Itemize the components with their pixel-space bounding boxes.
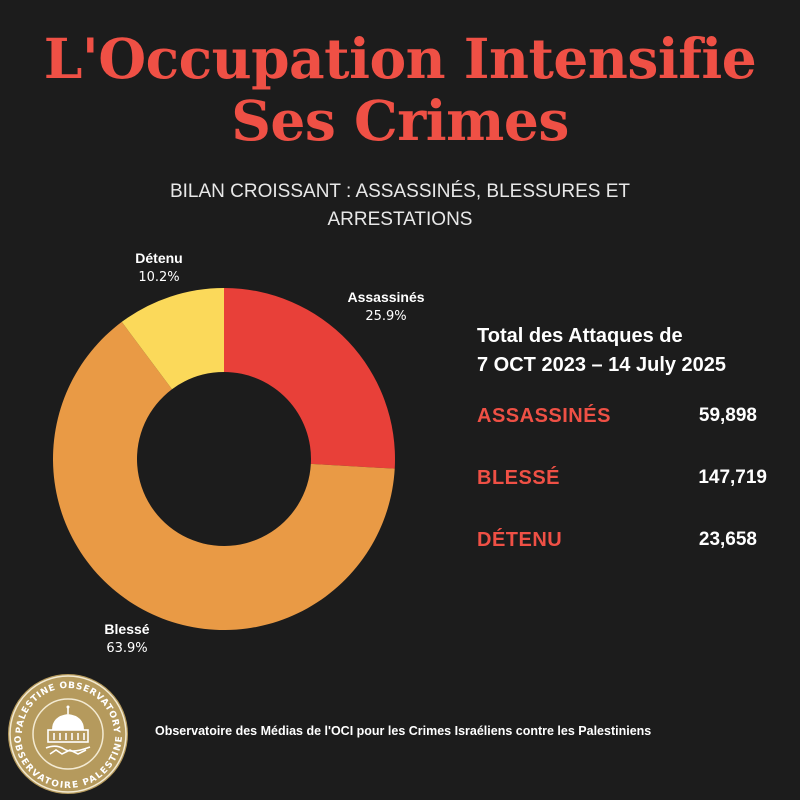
palestine-observatory-logo: PALESTINE OBSERVATORY OBSERVATOIRE PALES… (8, 674, 128, 794)
stat-row-blesse: BLESSÉ 147,719 (477, 467, 777, 497)
slice-percent-label: 25.9% (365, 309, 406, 324)
totals-heading-line-1: Total des Attaques de (477, 325, 683, 347)
donut-slice-assassines (224, 288, 396, 469)
stat-value: 147,719 (698, 467, 767, 488)
donut-slice-detenu (121, 288, 224, 390)
stat-value: 23,658 (698, 529, 757, 550)
page-title: L'Occupation Intensifie Ses Crimes (0, 28, 800, 152)
donut-slice-blesse (52, 321, 395, 630)
totals-heading: Total des Attaques de 7 OCT 2023 – 14 Ju… (477, 322, 787, 380)
stat-row-detenu: DÉTENU 23,658 (477, 529, 777, 559)
stat-label: DÉTENU (477, 529, 563, 551)
slice-label: Assassinés (347, 289, 424, 305)
stat-row-assassines: ASSASSINÉS 59,898 (477, 405, 777, 435)
footer-credit: Observatoire des Médias de l'OCI pour le… (155, 724, 652, 738)
stat-label: BLESSÉ (477, 467, 561, 489)
stat-value: 59,898 (698, 405, 757, 426)
stat-label: ASSASSINÉS (477, 405, 611, 427)
title-line-1: L'Occupation Intensifie (43, 26, 757, 91)
slice-label: Détenu (135, 250, 182, 266)
subtitle-line-2: ARRESTATIONS (327, 209, 473, 230)
subtitle: BILAN CROISSANT : ASSASSINÉS, BLESSURES … (110, 178, 690, 234)
slice-percent-label: 10.2% (138, 270, 179, 285)
subtitle-line-1: BILAN CROISSANT : ASSASSINÉS, BLESSURES … (169, 181, 631, 202)
slice-label: Blessé (104, 621, 149, 637)
dome-icon (45, 705, 91, 755)
title-line-2: Ses Crimes (231, 88, 569, 153)
totals-heading-line-2: 7 OCT 2023 – 14 July 2025 (477, 354, 727, 376)
slice-percent-label: 63.9% (106, 641, 147, 656)
